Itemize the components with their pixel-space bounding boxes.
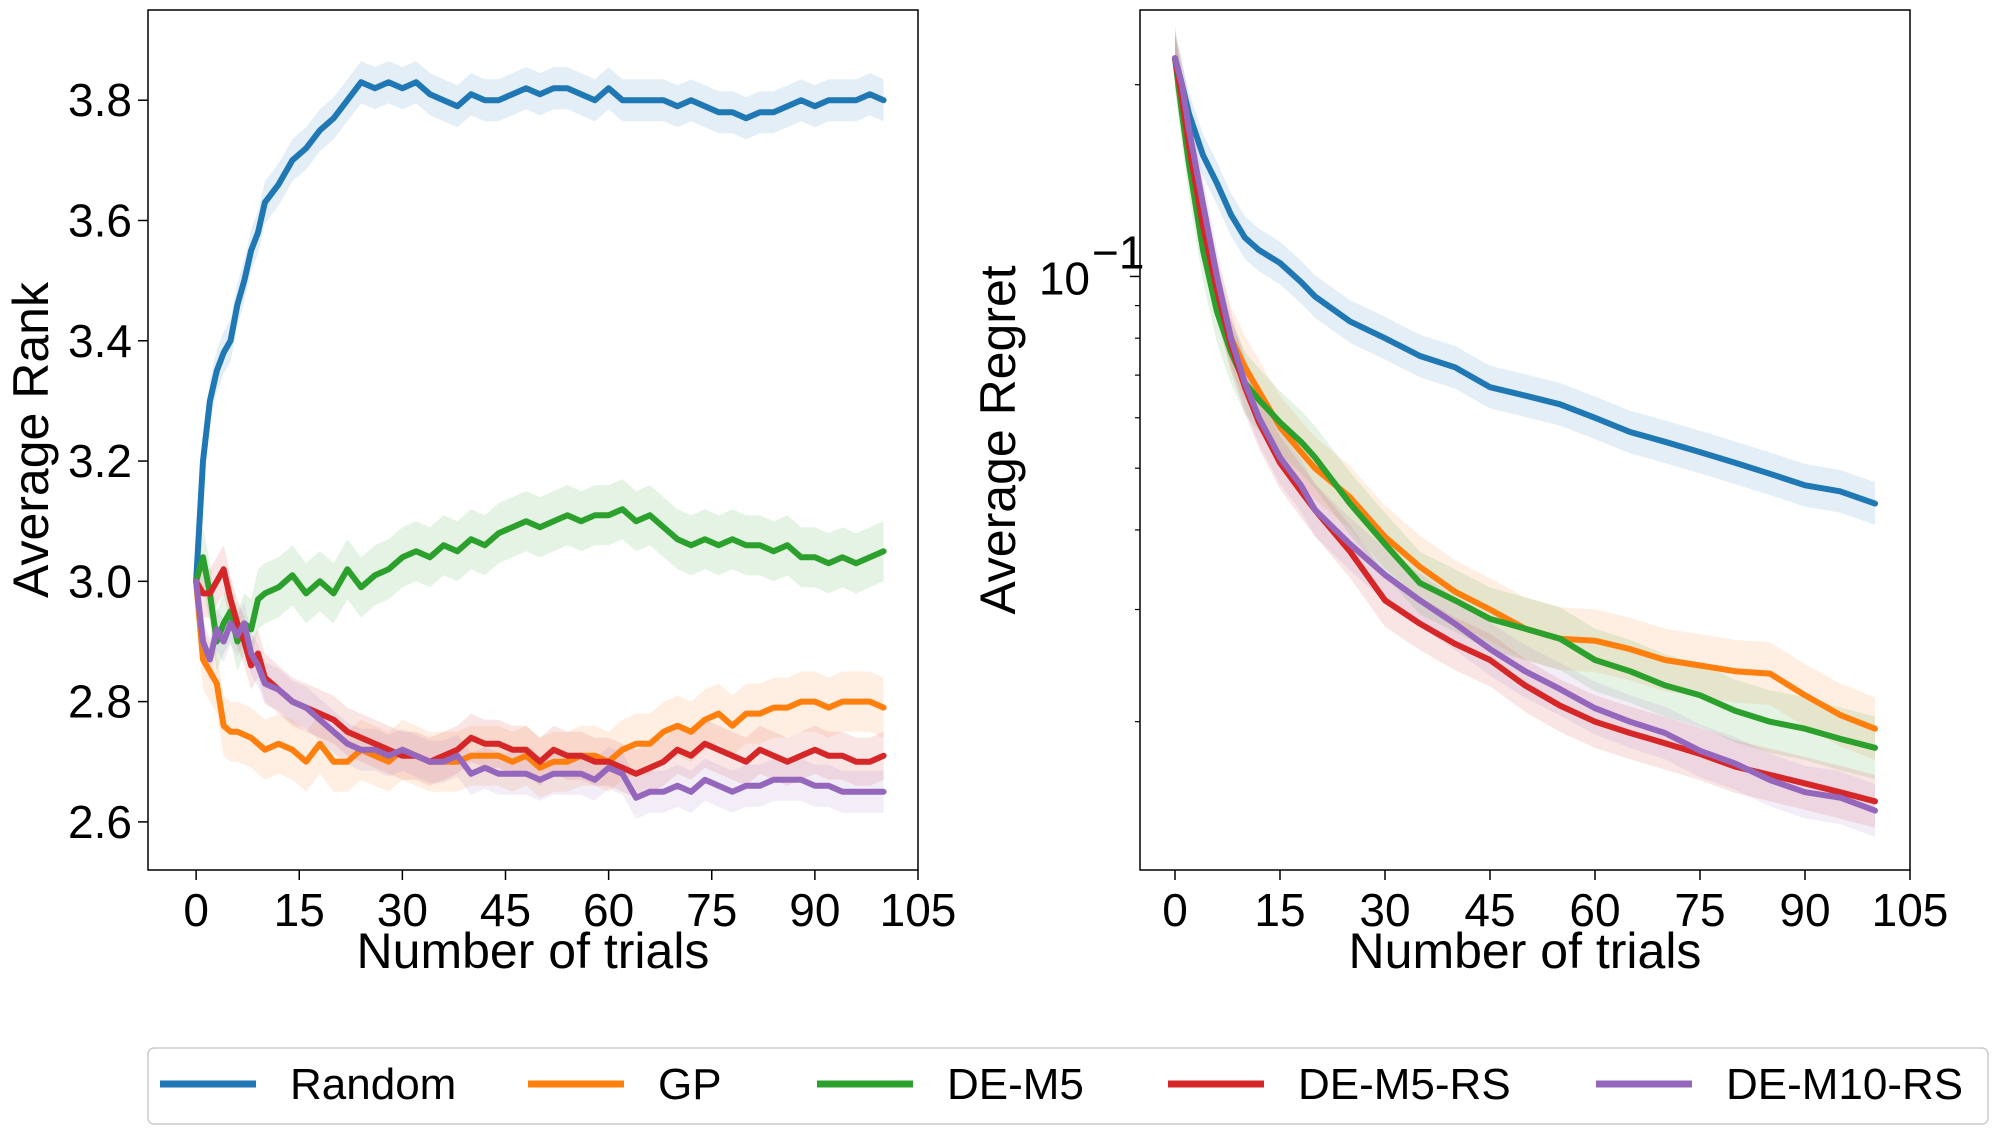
- rank-x-tick-label: 45: [480, 884, 531, 936]
- rank-line-gp: [193, 578, 887, 771]
- regret-x-tick-label: 30: [1359, 884, 1410, 936]
- rank-y-tick-label: 2.8: [68, 676, 132, 728]
- regret-chart-panel: 0 15 30 45 60 75 90 105 10 −1 Number of trials A…: [970, 9, 1948, 979]
- rank-line-de-m5-rs: [193, 566, 887, 777]
- rank-y-tick-label: 3.4: [68, 315, 132, 367]
- legend: Random GP DE-M5 DE-M5-RS DE-M10-RS: [147, 1047, 1989, 1125]
- rank-chart-y-ticks: 2.6 2.8 3.0 3.2 3.4 3.6 3.8: [68, 74, 148, 848]
- rank-x-tick-label: 0: [183, 884, 209, 936]
- regret-band-gp: [1175, 27, 1875, 760]
- rank-y-tick-label: 2.6: [68, 796, 132, 848]
- rank-x-tick-label: 30: [377, 884, 428, 936]
- rank-chart-panel: 0 15 30 45 60 75 90 105 2.6 2.8 3.0 3.2 3.4 3.6 3.8 N…: [3, 9, 956, 979]
- rank-chart-x-ticks: 0 15 30 45 60 75 90 105: [183, 870, 956, 936]
- rank-y-tick-label: 3.2: [68, 435, 132, 487]
- regret-chart-y-title: Average Regret: [970, 265, 1026, 614]
- regret-line-de-m5: [1172, 55, 1878, 751]
- regret-x-tick-label: 75: [1674, 884, 1725, 936]
- rank-y-tick-label: 3.8: [68, 74, 132, 126]
- rank-chart-x-title: Number of trials: [357, 923, 710, 979]
- regret-chart-x-title: Number of trials: [1349, 923, 1702, 979]
- rank-x-tick-label: 90: [789, 884, 840, 936]
- regret-x-tick-label: 60: [1569, 884, 1620, 936]
- rank-band-gp: [196, 551, 884, 798]
- regret-line-random: [1172, 55, 1878, 507]
- rank-x-tick-label: 75: [686, 884, 737, 936]
- legend-label-de-m5: DE-M5: [947, 1060, 1084, 1109]
- regret-band-de-m10-rs: [1175, 32, 1875, 837]
- rank-line-de-m5: [193, 506, 887, 645]
- regret-chart-lines: [1172, 55, 1878, 814]
- regret-x-tick-label: 0: [1162, 884, 1188, 936]
- rank-chart-y-title: Average Rank: [3, 281, 59, 598]
- regret-chart-y-ticks: 10 −1: [1039, 84, 1144, 723]
- regret-x-tick-label: 105: [1872, 884, 1949, 936]
- rank-x-tick-label: 105: [880, 884, 957, 936]
- rank-band-random: [196, 61, 884, 603]
- regret-band-random: [1175, 37, 1875, 525]
- rank-chart-frame: [147, 9, 919, 871]
- legend-label-de-m10-rs: DE-M10-RS: [1726, 1060, 1963, 1109]
- regret-x-tick-label: 90: [1779, 884, 1830, 936]
- rank-x-tick-label: 60: [583, 884, 634, 936]
- regret-chart-frame: [1139, 9, 1911, 871]
- legend-frame: [147, 1047, 1989, 1125]
- rank-band-de-m5-rs: [196, 545, 884, 798]
- regret-y-tick-exponent: −1: [1092, 226, 1144, 278]
- regret-chart-x-ticks: 0 15 30 45 60 75 90 105: [1162, 870, 1948, 936]
- rank-y-tick-label: 3.0: [68, 555, 132, 607]
- legend-label-de-m5-rs: DE-M5-RS: [1298, 1060, 1511, 1109]
- rank-line-random: [193, 79, 887, 585]
- rank-line-de-m10-rs: [193, 578, 887, 801]
- rank-x-tick-label: 15: [274, 884, 325, 936]
- legend-label-gp: GP: [658, 1060, 722, 1109]
- regret-x-tick-label: 15: [1254, 884, 1305, 936]
- rank-y-tick-label: 3.6: [68, 194, 132, 246]
- regret-chart-confidence-bands: [1175, 27, 1875, 837]
- regret-line-de-m10-rs: [1172, 55, 1878, 814]
- regret-y-tick-label: 10: [1039, 252, 1090, 304]
- rank-chart-lines: [193, 79, 887, 801]
- rank-band-de-m5: [196, 479, 884, 672]
- legend-label-random: Random: [290, 1060, 456, 1109]
- regret-x-tick-label: 45: [1464, 884, 1515, 936]
